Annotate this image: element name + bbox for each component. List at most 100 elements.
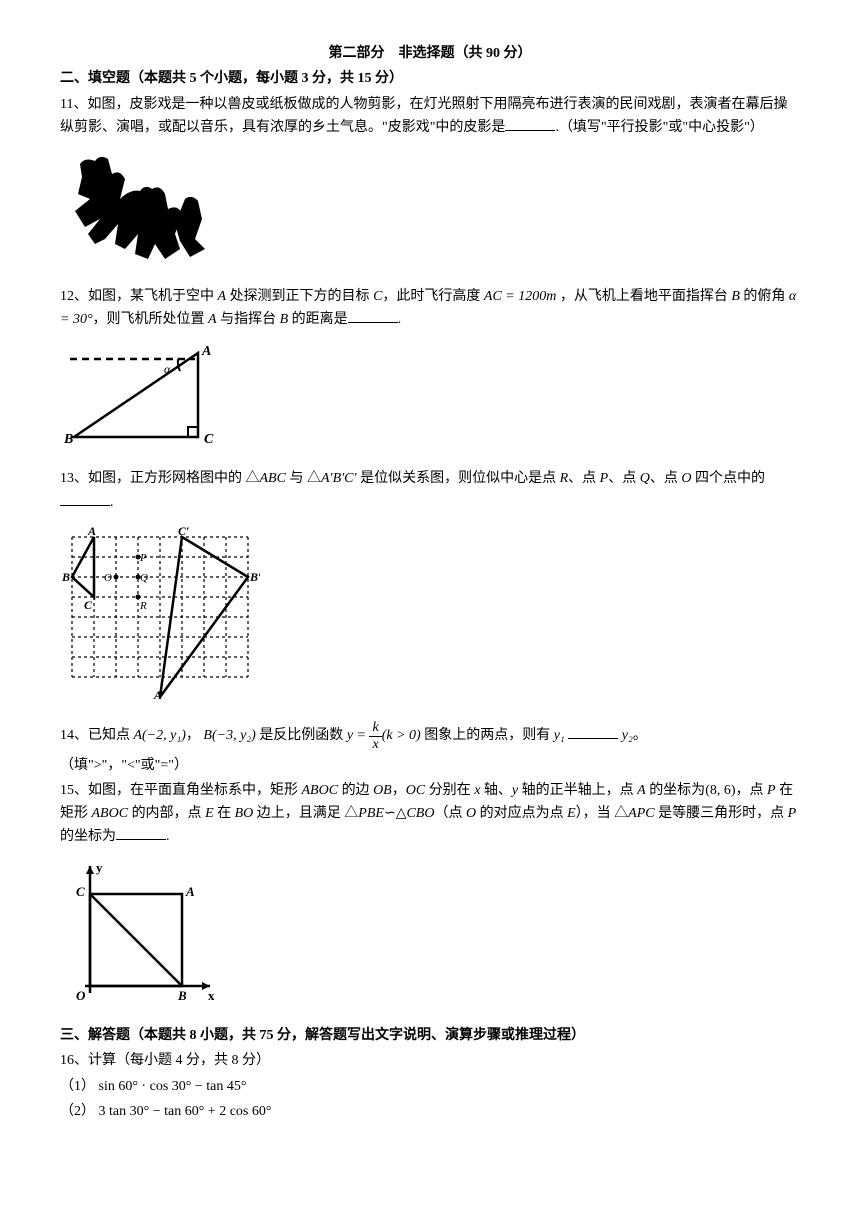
q13-t2: 与 △: [286, 471, 321, 486]
q15-PBE: PBE: [358, 806, 384, 821]
q16-p1-expr: sin 60° · cos 30° − tan 45°: [99, 1079, 247, 1094]
q15-t15: 是等腰三角形时，点: [655, 806, 788, 821]
q16-part1: （1） sin 60° · cos 30° − tan 45°: [60, 1076, 800, 1098]
svg-text:A: A: [185, 884, 195, 899]
q12-t6: ，则飞机所处位置: [93, 312, 209, 327]
q12-B: B: [731, 289, 740, 304]
q12-t5: 的俯角: [740, 289, 789, 304]
q15-t7: ，点: [736, 783, 768, 798]
q15-t5: 轴的正半轴上，点: [518, 783, 637, 798]
q14-y2: y₂: [622, 728, 633, 743]
q13-Q: Q: [640, 471, 650, 486]
q15-BO: BO: [235, 806, 254, 821]
q12-blank: [348, 308, 398, 323]
q15-t16: 的坐标为: [60, 829, 116, 844]
q13-t5: 、点: [608, 471, 640, 486]
q13: 13、如图，正方形网格图中的 △ABC 与 △A′B′C′ 是位似关系图，则位似…: [60, 468, 800, 514]
q11-figure: [60, 149, 220, 269]
q14-eq-pre: y =: [347, 728, 370, 743]
q15-t14: ），当 △: [576, 806, 629, 821]
q13-blank: [60, 491, 110, 506]
svg-text:A′: A′: [153, 688, 165, 702]
q15-ABOC2: ABOC: [92, 806, 129, 821]
svg-text:α: α: [164, 362, 171, 376]
q14-num: 14、: [60, 728, 88, 743]
q15-t10: 在: [214, 806, 235, 821]
q15-E: E: [205, 806, 214, 821]
svg-text:y: y: [96, 860, 103, 875]
q14-frac-den: x: [369, 737, 381, 752]
svg-text:Q: Q: [140, 572, 148, 584]
q11-blank: [505, 116, 555, 131]
q12-t1: 如图，某飞机于空中: [88, 289, 218, 304]
q15-t2: 的边: [338, 783, 373, 798]
q15-APC: APC: [628, 806, 654, 821]
q15-sim: ∽: [384, 806, 396, 821]
svg-text:x: x: [208, 988, 215, 1003]
q14-eq-post: (k > 0): [382, 728, 421, 743]
q15-A: A: [637, 783, 646, 798]
q15-blank: [116, 825, 166, 840]
q15-t12: （点: [434, 806, 466, 821]
q12: 12、如图，某飞机于空中 A 处探测到正下方的目标 C，此时飞行高度 AC = …: [60, 286, 800, 332]
svg-text:B′: B′: [249, 570, 260, 584]
q14-hint: （填">"，"<"或"="）: [60, 755, 800, 777]
q15-c1: ，: [392, 783, 406, 798]
q14: 14、已知点 A(−2, y₁)， B(−3, y₂) 是反比例函数 y = k…: [60, 720, 800, 752]
q15: 15、如图，在平面直角坐标系中，矩形 ABOC 的边 OB，OC 分别在 x 轴…: [60, 780, 800, 848]
q15-ABOC: ABOC: [302, 783, 339, 798]
q13-tail: .: [110, 495, 114, 510]
section2-title: 二、填空题（本题共 5 个小题，每小题 3 分，共 15 分）: [60, 68, 800, 90]
svg-text:B: B: [63, 432, 73, 447]
q13-t3: 是位似关系图，则位似中心是点: [357, 471, 560, 486]
q15-P2: P: [788, 806, 797, 821]
q14-A: A(−2, y₁): [134, 728, 186, 743]
svg-text:A: A: [87, 524, 96, 538]
q15-OC: OC: [406, 783, 425, 798]
q16-p2-label: （2）: [60, 1104, 95, 1119]
svg-text:C: C: [84, 598, 93, 612]
q13-figure: A B C C′ B′ A′ P O Q R: [60, 523, 260, 703]
q12-t3: ，此时飞行高度: [382, 289, 484, 304]
q14-frac: kx: [369, 720, 381, 752]
q16-num: 16、: [60, 1053, 88, 1068]
q13-t7: 四个点中的: [691, 471, 765, 486]
q15-tri2: △: [396, 806, 407, 821]
q12-tail: .: [398, 312, 402, 327]
q15-t13: 的对应点为点: [476, 806, 567, 821]
q12-A2: A: [208, 312, 217, 327]
svg-text:O: O: [76, 988, 86, 1003]
q15-OB: OB: [373, 783, 392, 798]
q12-A: A: [218, 289, 227, 304]
q12-num: 12、: [60, 289, 88, 304]
q12-ac: AC = 1200m: [484, 289, 556, 304]
q11: 11、如图，皮影戏是一种以兽皮或纸板做成的人物剪影，在灯光照射下用隔亮布进行表演…: [60, 94, 800, 140]
q15-t9: 的内部，点: [128, 806, 205, 821]
q14-blank: [568, 724, 618, 739]
q16-text: 计算（每小题 4 分，共 8 分）: [88, 1053, 270, 1068]
q12-t4: ，从飞机上看地平面指挥台: [556, 289, 731, 304]
q15-CBO: CBO: [406, 806, 434, 821]
q13-A1B1C1: A′B′C′: [321, 471, 357, 486]
q12-t8: 的距离是: [288, 312, 348, 327]
svg-text:A: A: [201, 344, 211, 359]
q12-C: C: [373, 289, 382, 304]
q15-t3: 分别在: [425, 783, 474, 798]
q13-t6: 、点: [650, 471, 682, 486]
q14-t2: ，: [186, 728, 204, 743]
q14-frac-num: k: [369, 720, 381, 736]
part-title: 第二部分 非选择题（共 90 分）: [60, 43, 800, 65]
q12-B2: B: [280, 312, 289, 327]
svg-text:P: P: [139, 552, 147, 564]
q15-t6: 的坐标为: [646, 783, 706, 798]
q12-t7: 与指挥台: [217, 312, 280, 327]
q15-O2: O: [466, 806, 476, 821]
q13-O: O: [681, 471, 691, 486]
q16: 16、计算（每小题 4 分，共 8 分）: [60, 1050, 800, 1072]
q14-tail: 。: [633, 728, 647, 743]
q13-t1: 如图，正方形网格图中的 △: [88, 471, 260, 486]
q13-num: 13、: [60, 471, 88, 486]
svg-text:C: C: [76, 884, 85, 899]
q15-figure: y x O C A B: [60, 858, 220, 1008]
q15-tail: .: [166, 829, 170, 844]
